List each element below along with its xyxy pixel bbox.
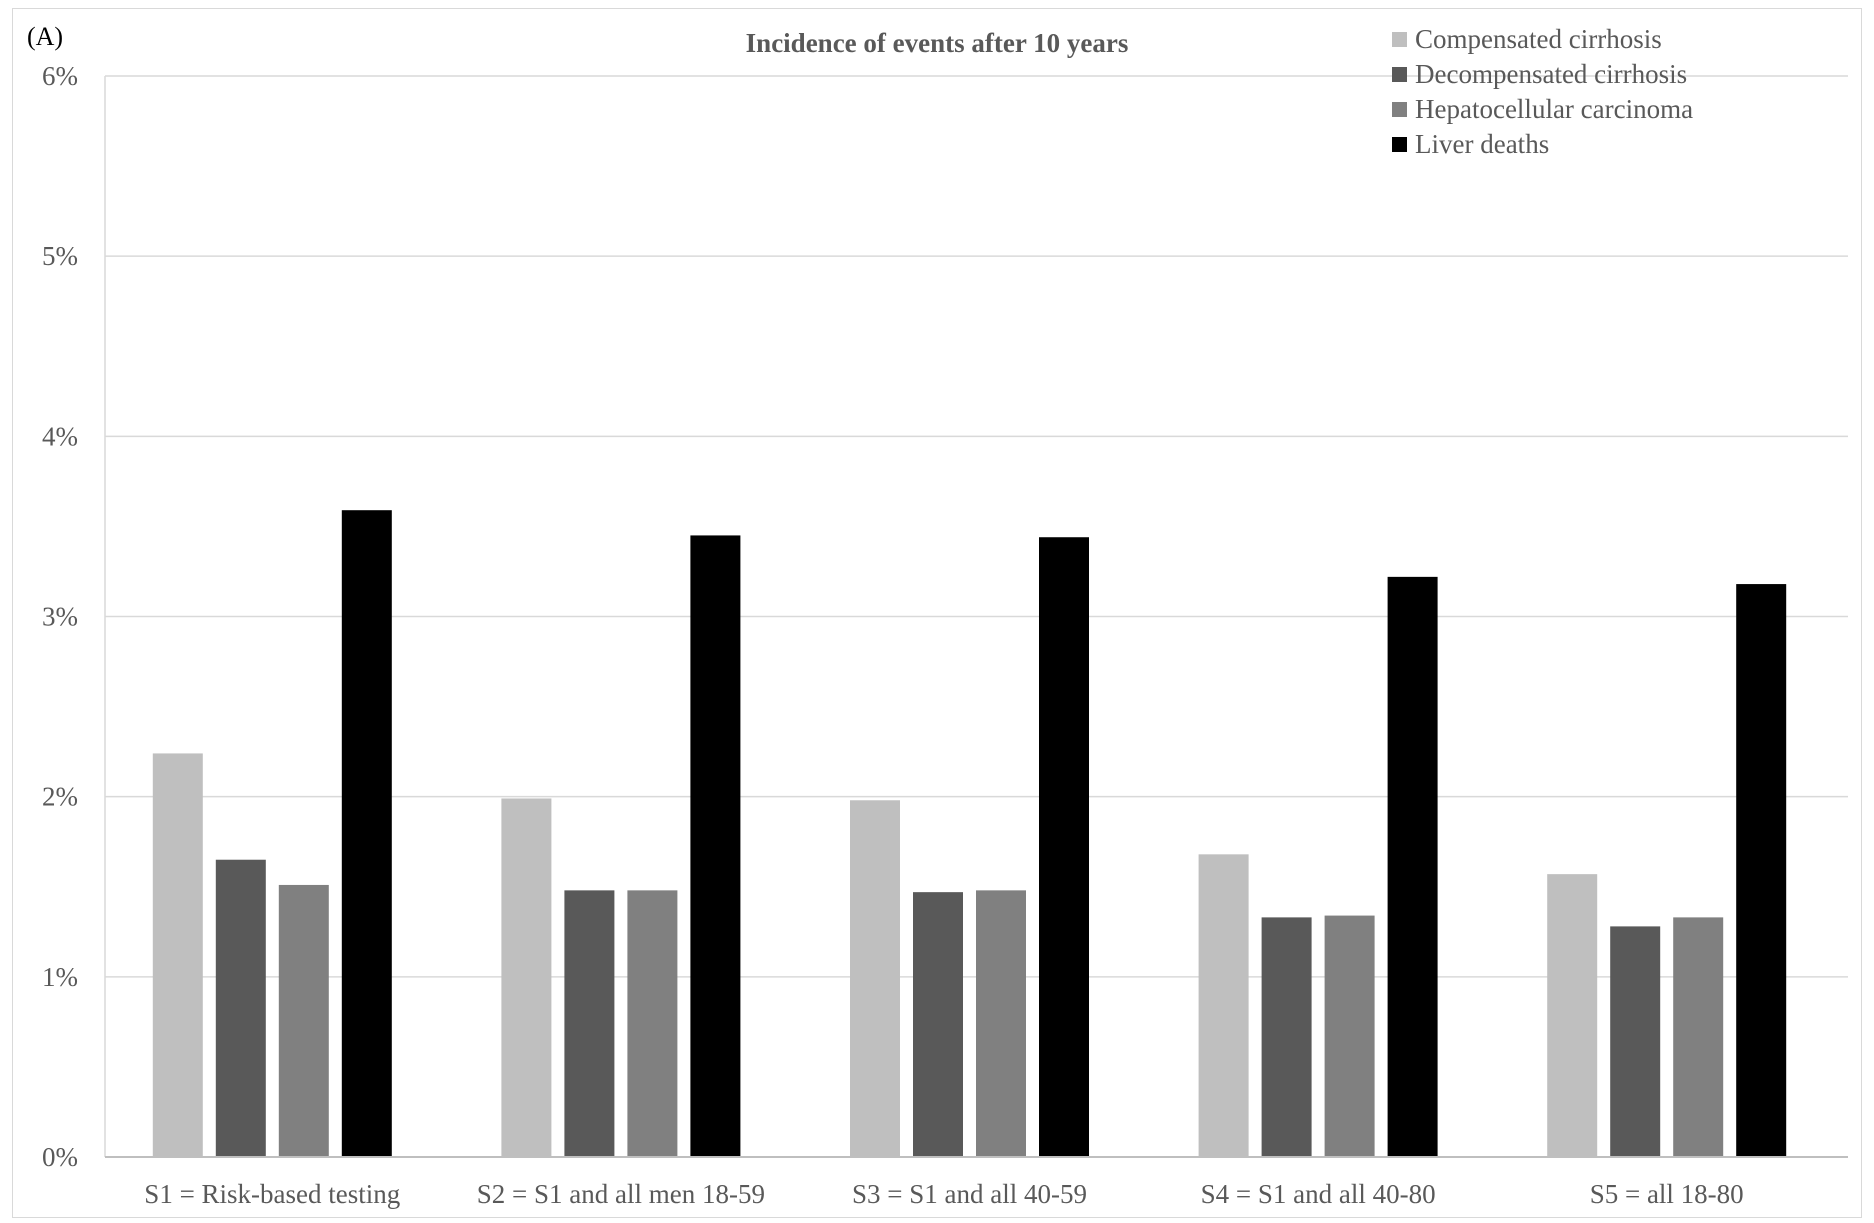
bar-decompensated-cirrhosis bbox=[1610, 926, 1661, 1157]
bar-compensated-cirrhosis bbox=[1198, 854, 1249, 1157]
bar-compensated-cirrhosis bbox=[152, 753, 203, 1157]
legend-item-hcc: Hepatocellular carcinoma bbox=[1392, 92, 1693, 127]
legend-label-liver-deaths: Liver deaths bbox=[1415, 129, 1550, 159]
y-tick-label: 0% bbox=[42, 1142, 78, 1172]
legend-item-decompensated: Decompensated cirrhosis bbox=[1392, 57, 1693, 92]
legend-label-compensated: Compensated cirrhosis bbox=[1415, 24, 1662, 54]
y-tick-label: 2% bbox=[42, 782, 78, 812]
legend-swatch-decompensated bbox=[1392, 67, 1407, 82]
panel-label: (A) bbox=[27, 22, 64, 51]
bar-hepatocellular-carcinoma bbox=[1673, 917, 1724, 1157]
bar-hepatocellular-carcinoma bbox=[627, 890, 678, 1157]
bar-liver-deaths bbox=[341, 510, 392, 1157]
bar-hepatocellular-carcinoma bbox=[278, 884, 329, 1157]
x-tick-label: S5 = all 18-80 bbox=[1590, 1179, 1744, 1209]
bar-compensated-cirrhosis bbox=[850, 800, 900, 1157]
legend-label-hcc: Hepatocellular carcinoma bbox=[1415, 94, 1694, 124]
y-tick-label: 1% bbox=[42, 962, 78, 992]
bar-liver-deaths bbox=[1736, 584, 1787, 1157]
bar-decompensated-cirrhosis bbox=[913, 892, 963, 1157]
y-tick-label: 6% bbox=[42, 61, 78, 91]
bar-liver-deaths bbox=[1039, 537, 1089, 1157]
bar-decompensated-cirrhosis bbox=[215, 859, 266, 1157]
legend-swatch-liver-deaths bbox=[1392, 137, 1407, 152]
legend-swatch-compensated bbox=[1392, 32, 1407, 47]
y-tick-label: 3% bbox=[42, 602, 78, 632]
x-tick-label: S1 = Risk-based testing bbox=[144, 1179, 400, 1209]
bar-hepatocellular-carcinoma bbox=[976, 890, 1026, 1157]
x-tick-label: S2 = S1 and all men 18-59 bbox=[477, 1179, 765, 1209]
bar-liver-deaths bbox=[690, 535, 741, 1157]
x-tick-label: S4 = S1 and all 40-80 bbox=[1201, 1179, 1436, 1209]
bar-compensated-cirrhosis bbox=[501, 798, 552, 1157]
chart-title: Incidence of events after 10 years bbox=[745, 28, 1129, 58]
bar-liver-deaths bbox=[1387, 576, 1438, 1157]
legend: Compensated cirrhosis Decompensated cirr… bbox=[1392, 22, 1693, 162]
bar-decompensated-cirrhosis bbox=[1261, 917, 1312, 1157]
legend-item-compensated: Compensated cirrhosis bbox=[1392, 22, 1693, 57]
bar-compensated-cirrhosis bbox=[1547, 874, 1598, 1157]
bar-decompensated-cirrhosis bbox=[564, 890, 615, 1157]
y-tick-label: 4% bbox=[42, 421, 78, 451]
bar-hepatocellular-carcinoma bbox=[1324, 915, 1375, 1157]
legend-swatch-hcc bbox=[1392, 102, 1407, 117]
x-tick-label: S3 = S1 and all 40-59 bbox=[852, 1179, 1087, 1209]
legend-item-liver-deaths: Liver deaths bbox=[1392, 127, 1693, 162]
y-tick-label: 5% bbox=[42, 241, 78, 271]
legend-label-decompensated: Decompensated cirrhosis bbox=[1415, 59, 1688, 89]
chart-frame bbox=[12, 8, 1862, 1218]
